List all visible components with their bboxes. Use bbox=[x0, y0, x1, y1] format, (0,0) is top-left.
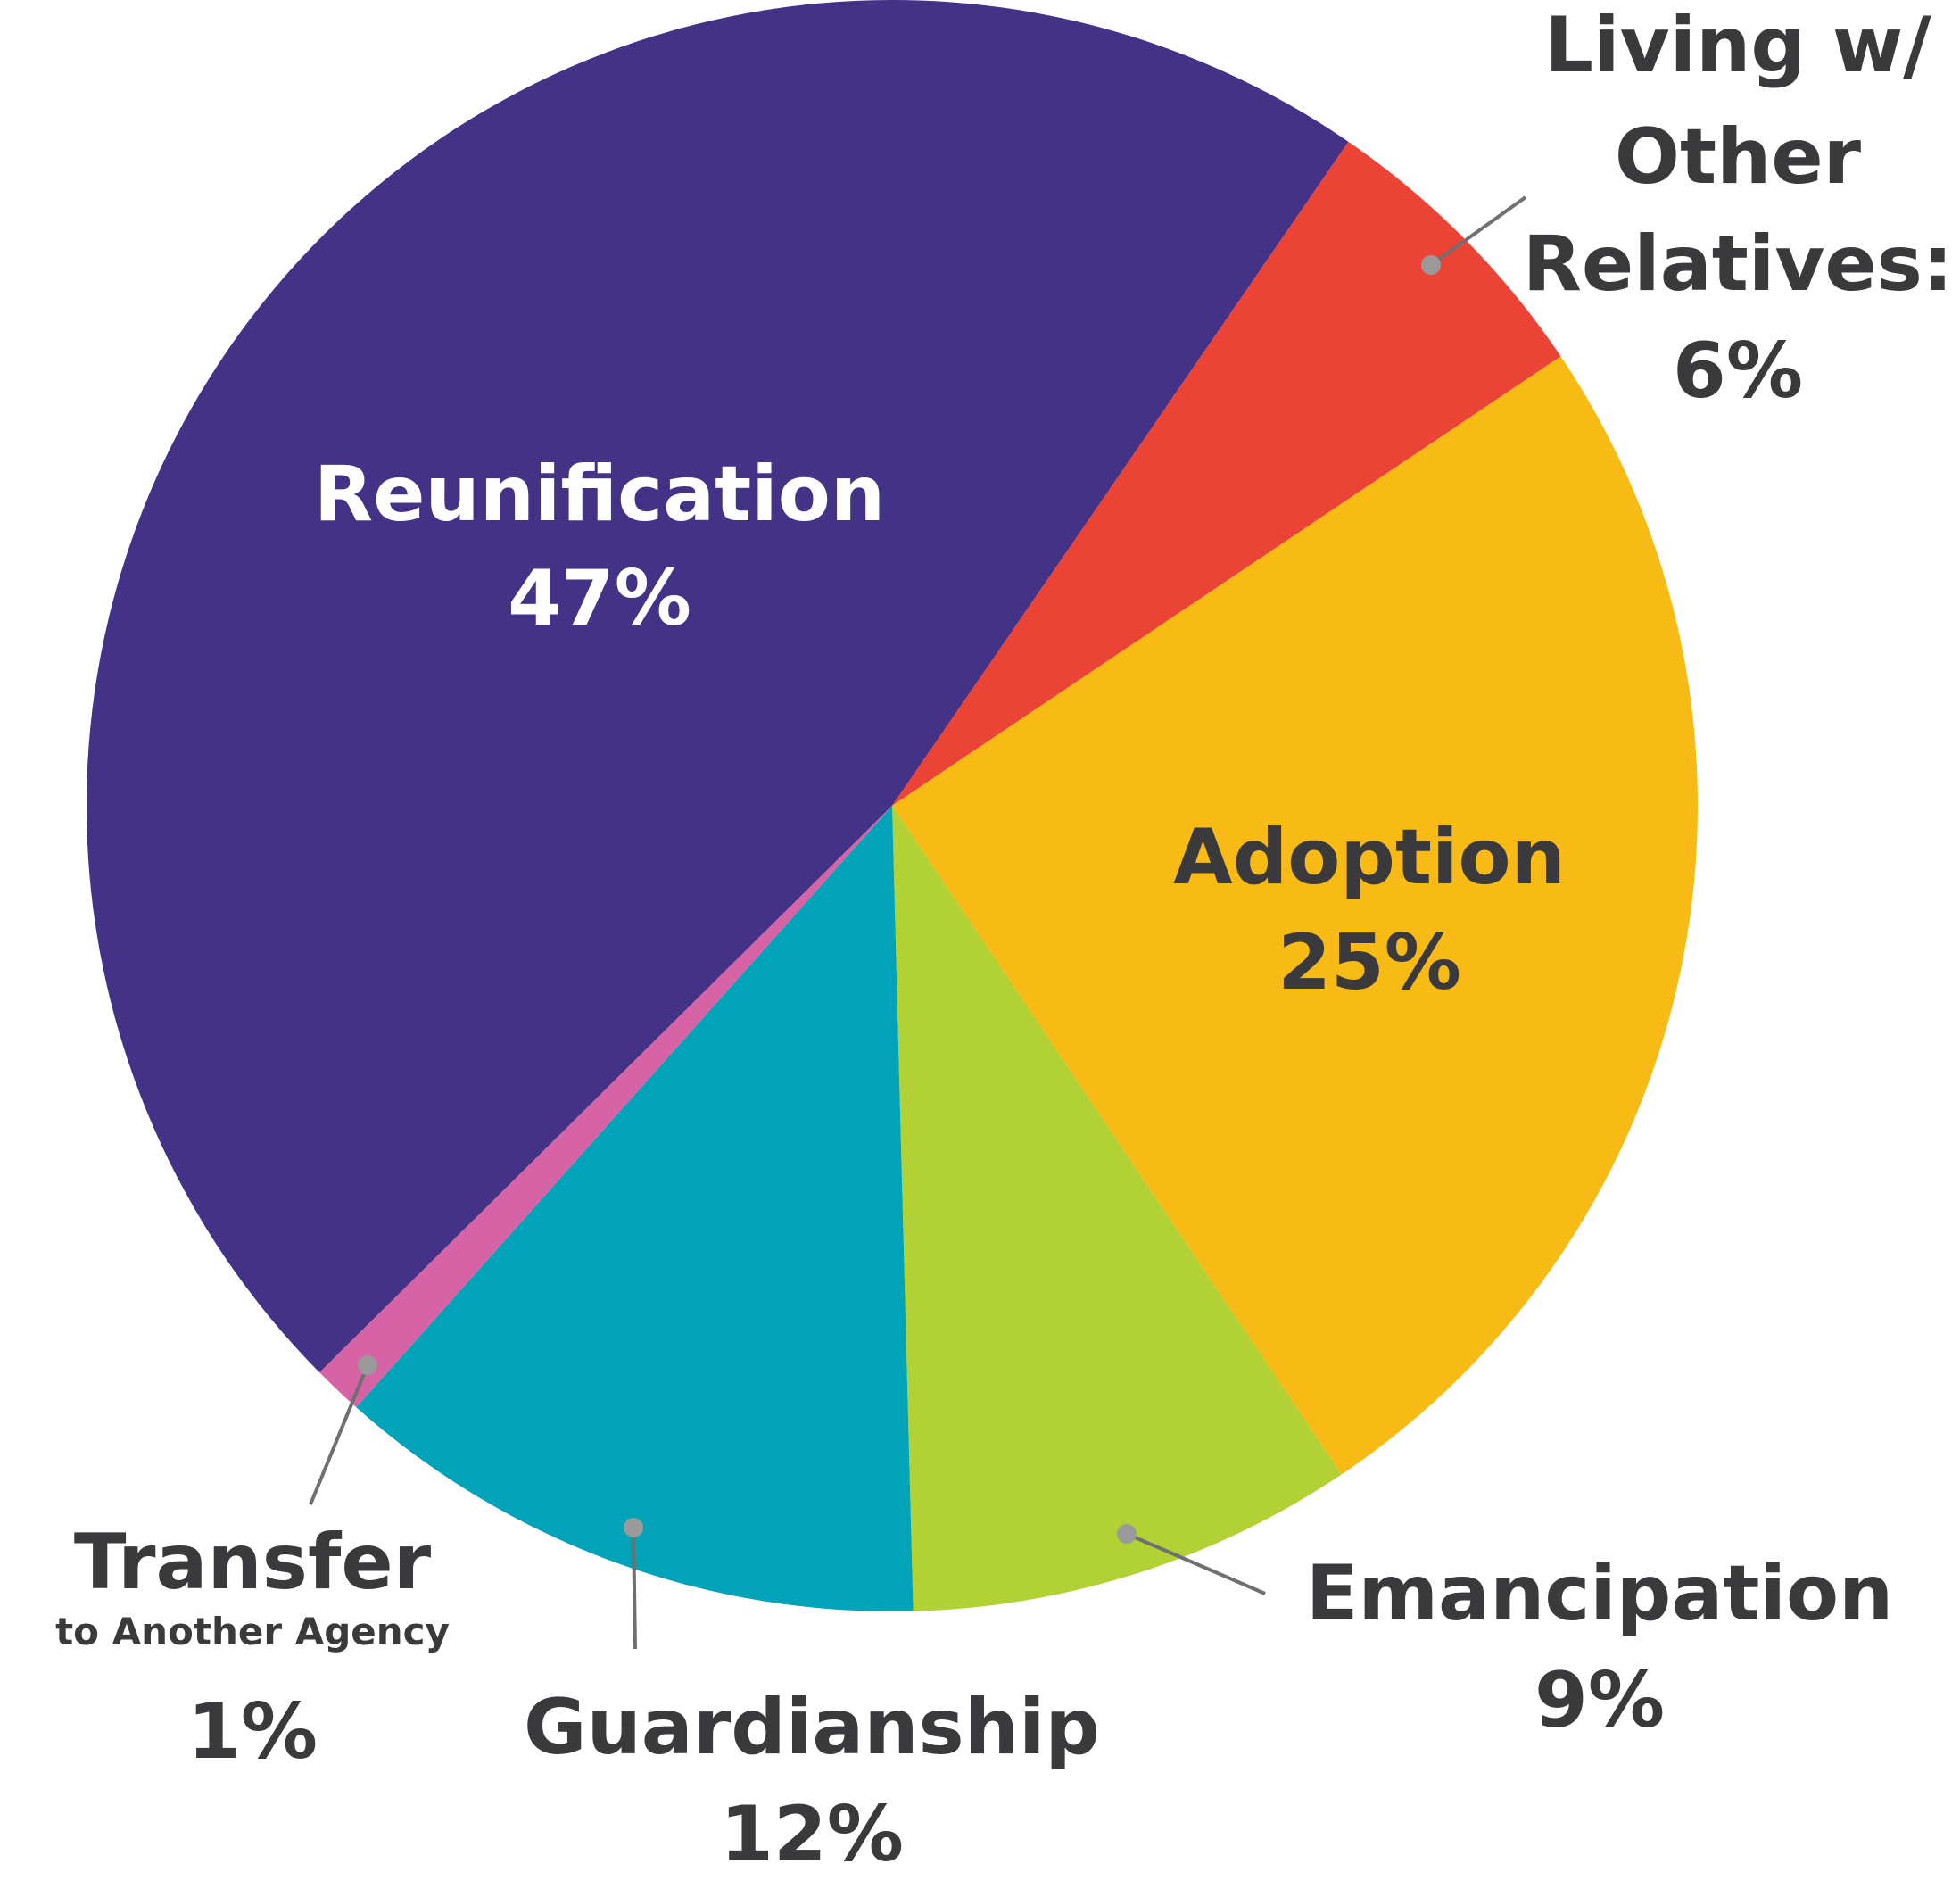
slice-living-w-other-relatives bbox=[892, 141, 1561, 806]
slice-adoption bbox=[892, 356, 1698, 1475]
leader-line-emancipation bbox=[1126, 1532, 1266, 1595]
slice-label-transfer: Transfer bbox=[74, 1518, 432, 1607]
slice-value-transfer: 1% bbox=[187, 1687, 318, 1777]
slice-value-guardianship: 12% bbox=[720, 1790, 904, 1879]
leader-dot-emancipation bbox=[1117, 1524, 1137, 1544]
leader-dot-transfer bbox=[358, 1355, 377, 1375]
leader-dot-guardianship bbox=[624, 1518, 643, 1537]
leader-line-transfer bbox=[309, 1364, 369, 1505]
slice-label-living-line-3: Relatives: bbox=[1523, 220, 1954, 309]
slice-sublabel-transfer: to Another Agency bbox=[55, 1610, 450, 1653]
slice-value-emancipation: 9% bbox=[1534, 1656, 1665, 1745]
slice-transfer bbox=[319, 806, 892, 1408]
slice-label-adoption: Adoption bbox=[1173, 813, 1566, 902]
slice-value-living: 6% bbox=[1673, 327, 1803, 416]
slice-label-guardianship: Guardianship bbox=[524, 1683, 1100, 1772]
slice-label-living-line-2: Other bbox=[1615, 112, 1862, 202]
leader-line-guardianship bbox=[632, 1527, 637, 1650]
slice-label-living-line-1: Living w/ bbox=[1544, 1, 1931, 90]
slice-guardianship bbox=[356, 806, 914, 1611]
slice-reunification bbox=[87, 0, 1349, 1373]
slice-value-reunification: 47% bbox=[508, 554, 691, 643]
pie-slices bbox=[87, 0, 1698, 1611]
slice-emancipation bbox=[892, 806, 1342, 1611]
slice-label-emancipation: Emancipation bbox=[1306, 1549, 1894, 1638]
slice-value-adoption: 25% bbox=[1278, 918, 1461, 1007]
leader-dot-living bbox=[1421, 255, 1441, 275]
leader-lines bbox=[309, 195, 1527, 1650]
slice-label-reunification: Reunification bbox=[314, 450, 885, 539]
leader-line-living bbox=[1429, 195, 1527, 267]
